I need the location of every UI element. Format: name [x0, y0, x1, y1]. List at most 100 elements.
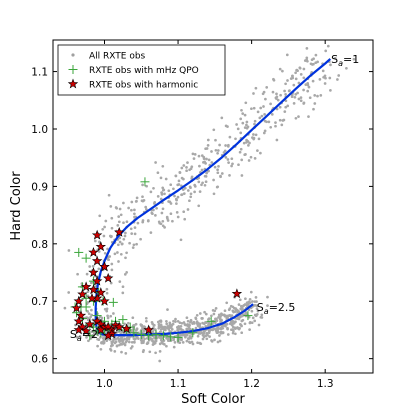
all-obs-point [121, 291, 125, 295]
all-obs-point [216, 151, 219, 155]
all-obs-point [158, 359, 162, 363]
all-obs-point [234, 307, 238, 310]
all-obs-point [167, 189, 171, 193]
all-obs-point [197, 180, 201, 184]
all-obs-point [161, 224, 165, 228]
all-obs-point [205, 171, 208, 175]
all-obs-point [115, 344, 119, 348]
all-obs-point [213, 327, 216, 331]
all-obs-point [182, 192, 186, 195]
all-obs-point [120, 242, 124, 246]
all-obs-point [247, 315, 251, 319]
all-obs-point [220, 312, 223, 316]
all-obs-point [270, 113, 274, 116]
all-obs-point [205, 331, 209, 335]
all-obs-point [123, 322, 126, 326]
all-obs-point [216, 149, 220, 152]
all-obs-point [103, 251, 107, 255]
all-obs-point [272, 78, 276, 82]
all-obs-point [157, 220, 161, 224]
all-obs-point [329, 63, 332, 67]
all-obs-point [305, 47, 309, 50]
all-obs-point [105, 309, 109, 313]
all-obs-point [125, 271, 129, 274]
all-obs-point [240, 158, 244, 162]
all-obs-point [150, 320, 154, 324]
harmonic-point [102, 330, 114, 341]
all-obs-point [175, 202, 178, 205]
all-obs-point [248, 321, 252, 325]
track-annotation: Sa=2.5 [257, 301, 296, 316]
all-obs-point [252, 92, 255, 95]
all-obs-point [177, 324, 181, 328]
x-tick-label: 1.2 [243, 378, 260, 390]
all-obs-point [165, 344, 168, 348]
all-obs-point [249, 290, 253, 294]
all-obs-point [245, 141, 248, 144]
all-obs-point [206, 138, 210, 142]
all-obs-point [236, 127, 240, 131]
all-obs-point [142, 325, 146, 328]
all-obs-point [223, 149, 227, 153]
all-obs-point [214, 138, 217, 142]
all-obs-point [217, 327, 220, 331]
all-obs-point [253, 313, 257, 317]
all-obs-point [238, 150, 242, 154]
all-obs-point [312, 107, 315, 111]
all-obs-point [153, 202, 156, 205]
all-obs-point [156, 195, 160, 198]
all-obs-point [143, 337, 146, 341]
legend-marker-star [67, 78, 79, 89]
all-obs-point [302, 76, 306, 80]
all-obs-point [124, 340, 128, 344]
qpo-point [151, 330, 161, 340]
all-obs-point [141, 183, 144, 187]
harmonic-point [77, 288, 88, 299]
all-obs-point [290, 94, 294, 97]
all-obs-point [256, 110, 260, 114]
all-obs-point [223, 309, 227, 313]
all-obs-point [226, 314, 229, 318]
all-obs-point [230, 157, 234, 161]
all-obs-point [258, 116, 262, 120]
all-obs-point [194, 326, 198, 330]
all-obs-point [326, 44, 330, 48]
all-obs-point [328, 76, 332, 80]
all-obs-point [131, 246, 135, 249]
all-obs-point [86, 310, 89, 313]
all-obs-point [114, 206, 118, 209]
all-obs-point [294, 116, 298, 120]
all-obs-point [133, 341, 136, 344]
all-obs-point [219, 327, 223, 331]
all-obs-point [123, 343, 127, 347]
all-obs-point [86, 318, 90, 322]
all-obs-point [244, 311, 248, 315]
all-obs-point [159, 323, 163, 327]
all-obs-point [196, 334, 200, 338]
all-obs-point [291, 76, 295, 80]
all-obs-point [251, 300, 254, 303]
all-obs-point [250, 107, 253, 111]
all-obs-point [187, 340, 191, 344]
all-obs-point [156, 171, 160, 175]
all-obs-point [190, 340, 194, 344]
all-obs-point [324, 49, 328, 53]
all-obs-point [201, 181, 204, 185]
all-obs-point [292, 83, 296, 87]
all-obs-point [198, 332, 202, 335]
all-obs-point [133, 215, 136, 219]
all-obs-point [198, 164, 201, 168]
all-obs-point [323, 82, 327, 85]
qpo-point [136, 330, 146, 340]
track-curve [94, 58, 332, 337]
all-obs-point [159, 197, 163, 201]
all-obs-point [178, 171, 182, 174]
all-obs-point [93, 239, 97, 243]
all-obs-point [308, 96, 312, 100]
all-obs-point [176, 195, 180, 199]
all-obs-point [295, 68, 298, 72]
all-obs-point [208, 329, 212, 332]
all-obs-point [102, 234, 106, 238]
all-obs-point [265, 86, 269, 89]
all-obs-point [336, 78, 339, 81]
